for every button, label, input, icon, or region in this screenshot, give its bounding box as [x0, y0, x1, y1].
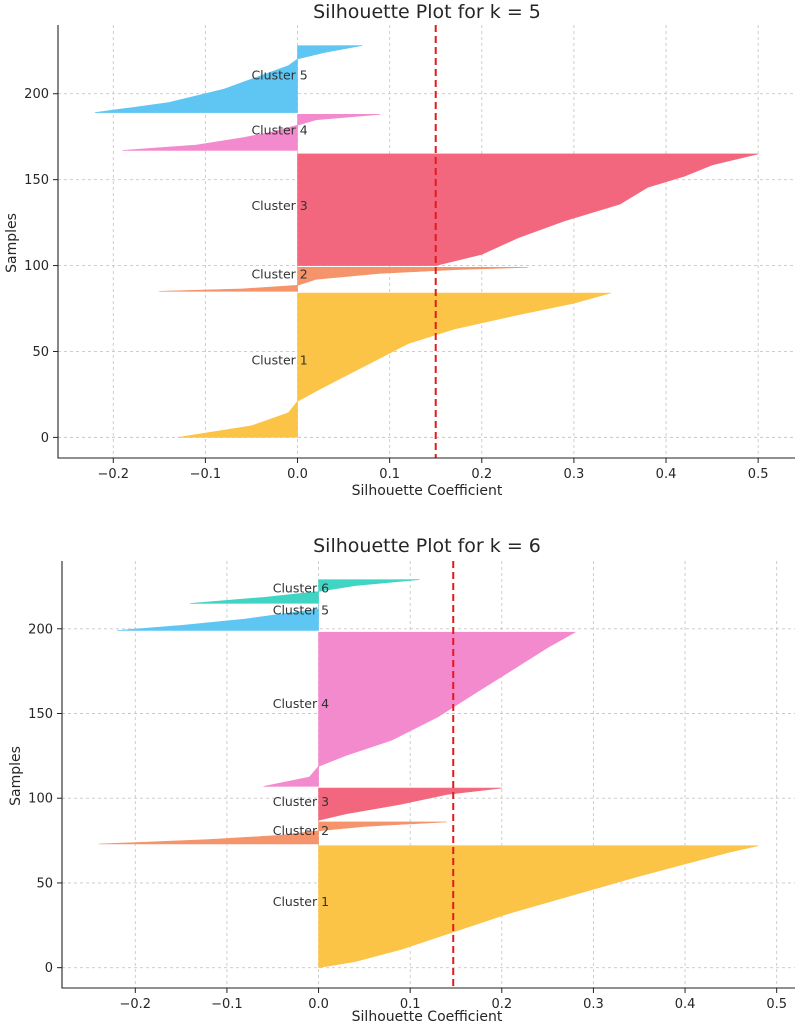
y-tick-label: 100 — [28, 792, 53, 807]
cluster-3-silhouette-area — [297, 153, 759, 266]
cluster-3-label: Cluster 3 — [251, 198, 307, 213]
cluster-1-label: Cluster 1 — [273, 894, 329, 909]
cluster-areas-k5 — [94, 45, 759, 438]
silhouette-plot-k5: Silhouette Plot for k = 5 −0.2 −0.1 0.0 0.1… — [4, 1, 795, 499]
cluster-4-silhouette-area — [122, 114, 381, 151]
cluster-labels-k6: Cluster 1 Cluster 2 Cluster 3 Cluster 4 Clus… — [273, 581, 329, 909]
x-axis-label-k6: Silhouette Coefficient — [352, 1009, 503, 1025]
x-tick-label: 0.3 — [583, 997, 604, 1012]
x-tick-label: 0.1 — [400, 997, 421, 1012]
y-tick-label: 200 — [24, 87, 49, 102]
x-tick-label: 0.0 — [287, 467, 308, 482]
cluster-4-label: Cluster 4 — [251, 122, 307, 137]
x-tick-label: 0.5 — [748, 467, 769, 482]
cluster-1-label: Cluster 1 — [251, 353, 307, 368]
y-tick-label: 200 — [28, 622, 53, 637]
cluster-2-silhouette-area — [98, 821, 447, 845]
cluster-5-silhouette-area — [94, 45, 363, 113]
x-tick-label: 0.2 — [491, 997, 512, 1012]
cluster-2-silhouette-area — [159, 266, 528, 292]
cluster-2-label: Cluster 2 — [251, 267, 307, 282]
y-tick-label: 0 — [45, 961, 53, 976]
cluster-6-label: Cluster 6 — [273, 581, 329, 596]
cluster-5-silhouette-area — [116, 604, 319, 631]
x-tick-label: −0.1 — [190, 467, 222, 482]
y-axis-label-k5: Samples — [4, 213, 20, 273]
cluster-3-label: Cluster 3 — [273, 794, 329, 809]
x-tick-label: −0.2 — [97, 467, 129, 482]
y-ticks-k5: 0 50 100 150 200 — [24, 87, 58, 446]
axis-spines-k6 — [61, 561, 795, 989]
cluster-5-label: Cluster 5 — [251, 67, 307, 82]
x-tick-label: 0.4 — [675, 997, 696, 1012]
y-axis-label-k6: Samples — [8, 746, 24, 806]
x-tick-label: 0.1 — [379, 467, 400, 482]
x-ticks-k5: −0.2 −0.1 0.0 0.1 0.2 0.3 0.4 0.5 — [97, 458, 768, 482]
axis-spines-k5 — [57, 25, 795, 459]
y-tick-label: 50 — [32, 345, 49, 360]
cluster-2-label: Cluster 2 — [273, 823, 329, 838]
x-tick-label: 0.0 — [308, 997, 329, 1012]
y-tick-label: 0 — [41, 431, 49, 446]
y-tick-label: 150 — [24, 173, 49, 188]
y-tick-label: 150 — [28, 707, 53, 722]
y-tick-label: 100 — [24, 259, 49, 274]
cluster-5-label: Cluster 5 — [273, 603, 329, 618]
cluster-4-silhouette-area — [263, 631, 577, 787]
x-tick-label: 0.4 — [656, 467, 677, 482]
x-axis-label-k5: Silhouette Coefficient — [352, 483, 503, 499]
cluster-areas-k6 — [98, 579, 759, 969]
y-tick-label: 50 — [36, 876, 53, 891]
x-ticks-k6: −0.2 −0.1 0.0 0.1 0.2 0.3 0.4 0.5 — [120, 988, 787, 1012]
chart-title-k5: Silhouette Plot for k = 5 — [313, 1, 541, 23]
silhouette-plot-k6: Silhouette Plot for k = 6 −0.2 −0.1 0.0 0.1… — [8, 535, 795, 1025]
cluster-4-label: Cluster 4 — [273, 696, 329, 711]
cluster-3-silhouette-area — [318, 787, 502, 821]
x-tick-label: 0.3 — [564, 467, 585, 482]
cluster-6-silhouette-area — [190, 579, 420, 604]
cluster-1-silhouette-area — [318, 845, 759, 969]
cluster-labels-k5: Cluster 1 Cluster 2 Cluster 3 Cluster 4 Clus… — [251, 67, 307, 367]
y-ticks-k6: 0 50 100 150 200 — [28, 622, 62, 976]
cluster-1-silhouette-area — [177, 292, 611, 438]
x-tick-label: 0.2 — [471, 467, 492, 482]
chart-title-k6: Silhouette Plot for k = 6 — [313, 535, 541, 557]
x-tick-label: 0.5 — [766, 997, 787, 1012]
x-tick-label: −0.1 — [211, 997, 243, 1012]
x-tick-label: −0.2 — [120, 997, 152, 1012]
